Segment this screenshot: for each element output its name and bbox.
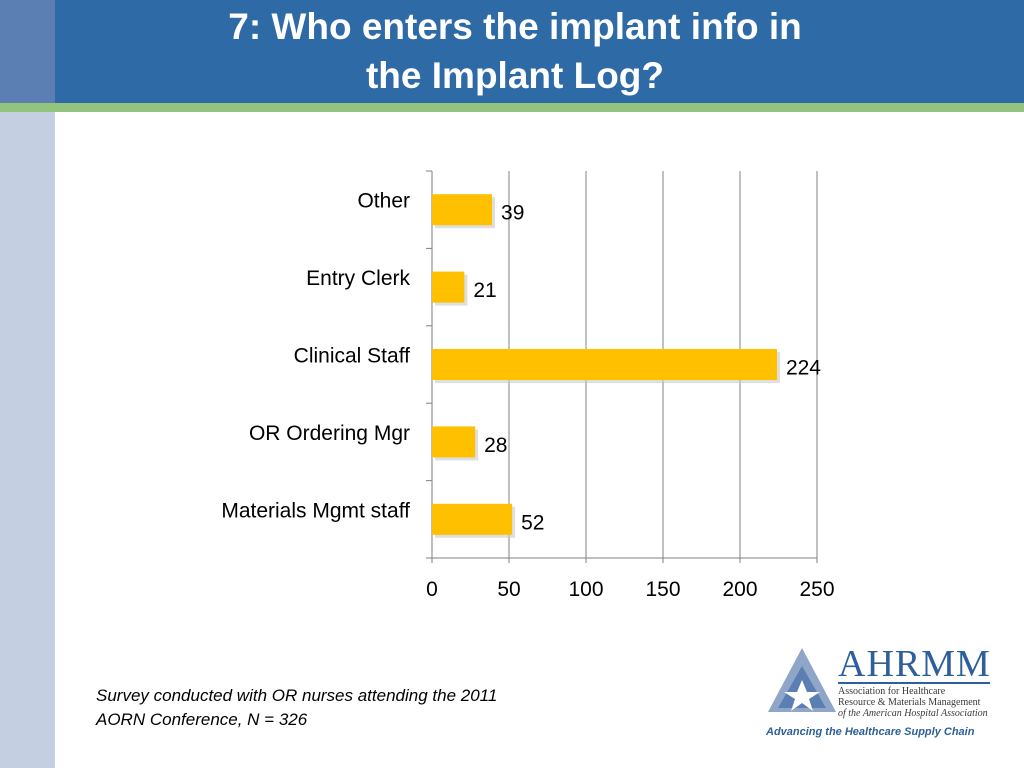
slide-title-line-2: the Implant Log? (365, 55, 665, 96)
logo-sub-line-2: Resource & Materials Management (838, 697, 981, 708)
bar (432, 194, 493, 226)
x-tick-label: 50 (497, 578, 520, 601)
title-banner (55, 0, 1024, 103)
left-decorative-stripe (0, 0, 55, 768)
ahrmm-logo: AHRMM Association for Healthcare Resourc… (764, 642, 994, 747)
logo-sub-line-1: Association for Healthcare (838, 686, 946, 697)
footnote-line-2: AORN Conference, N = 326 (96, 710, 308, 729)
x-tick-label: 200 (722, 578, 757, 601)
left-stripe-header-block (0, 0, 55, 103)
x-tick-label: 100 (568, 578, 603, 601)
data-label: 21 (473, 279, 496, 302)
footnote-line-1: Survey conducted with OR nurses attendin… (96, 686, 498, 705)
category-label: Entry Clerk (306, 267, 410, 290)
survey-footnote: Survey conducted with OR nurses attendin… (96, 684, 497, 732)
category-label: Other (357, 190, 410, 213)
data-label: 52 (521, 511, 544, 534)
category-label: Clinical Staff (294, 345, 410, 368)
logo-subtitle: Association for Healthcare Resource & Ma… (838, 686, 988, 719)
category-label: OR Ordering Mgr (249, 422, 410, 445)
x-tick-label: 250 (799, 578, 834, 601)
title-underline-bar (0, 103, 1024, 112)
slide-title: 7: Who enters the implant info in the Im… (55, 2, 975, 100)
bar (432, 503, 513, 535)
logo-sub-line-3: of the American Hospital Association (838, 708, 988, 719)
data-label: 39 (501, 202, 524, 225)
x-tick-label: 150 (645, 578, 680, 601)
logo-rule (838, 682, 990, 684)
data-label: 224 (786, 357, 821, 380)
bar (432, 349, 777, 380)
slide-title-line-1: 7: Who enters the implant info in (228, 6, 802, 47)
x-tick-label: 0 (426, 578, 438, 601)
logo-tagline: Advancing the Healthcare Supply Chain (766, 726, 975, 738)
data-label: 28 (484, 434, 507, 457)
category-label: Materials Mgmt staff (221, 499, 410, 522)
triangle-star-logo-icon (768, 648, 836, 712)
logo-name: AHRMM (838, 643, 991, 685)
bar (432, 271, 465, 303)
bar (432, 426, 476, 458)
